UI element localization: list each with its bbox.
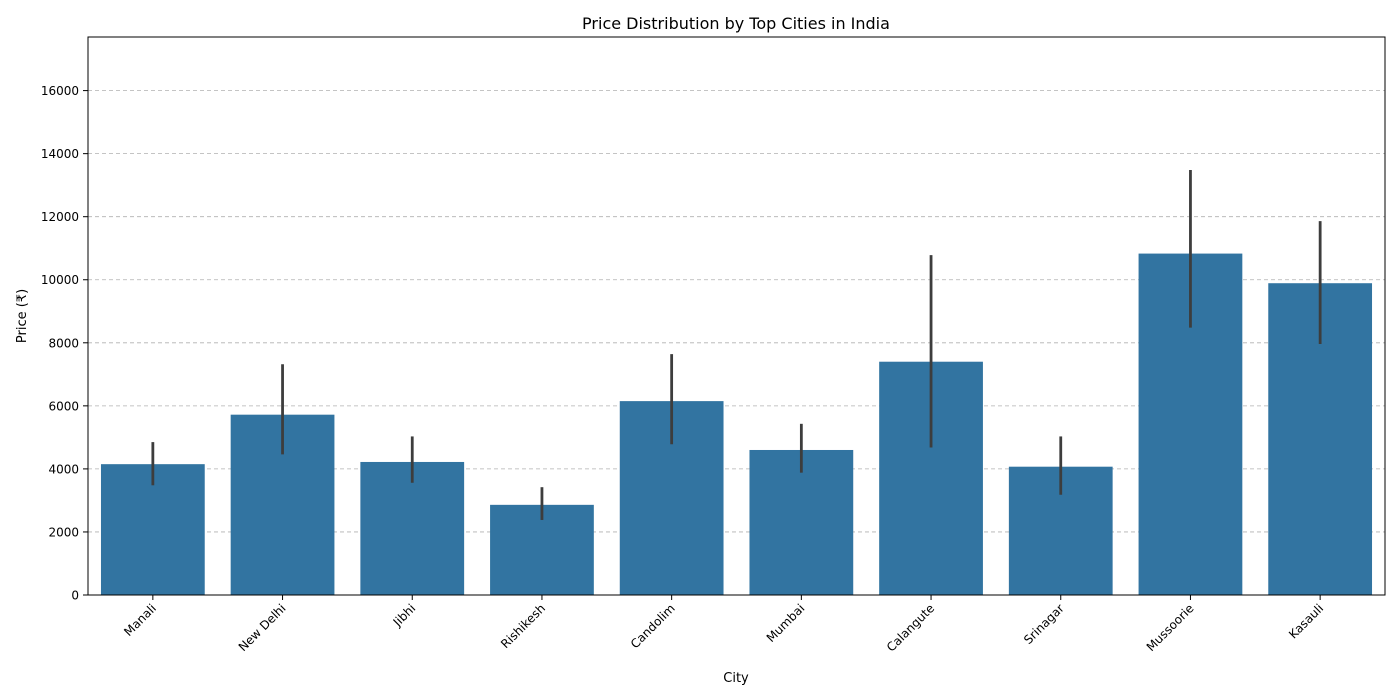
bar-manali: [100, 464, 205, 595]
y-tick-label: 14000: [41, 147, 79, 161]
bar-jibhi: [360, 461, 465, 595]
y-tick-label: 0: [71, 589, 79, 603]
x-axis-label: City: [723, 671, 749, 686]
y-axis-label: Price (₹): [15, 289, 30, 343]
axes-layer: [87, 36, 1386, 596]
bars-layer: [100, 253, 1373, 596]
x-tick-label: Jibhi: [390, 601, 419, 630]
x-tick-label: New Delhi: [236, 601, 289, 654]
x-tick-label: Candolim: [628, 601, 678, 651]
y-tick-label: 2000: [48, 525, 79, 539]
bar-mumbai: [749, 449, 854, 595]
x-tick-label: Manali: [121, 601, 159, 639]
plot-frame: [87, 36, 1386, 596]
y-tick-label: 16000: [41, 84, 79, 98]
x-tick-label: Mussoorie: [1144, 601, 1197, 654]
y-tick-label: 8000: [48, 336, 79, 350]
x-ticks: Manali New Delhi Jibhi Rishikesh Candolim Mum…: [121, 595, 1326, 654]
y-tick-label: 12000: [41, 210, 79, 224]
y-tick-label: 4000: [48, 462, 79, 476]
x-tick-label: Rishikesh: [498, 601, 548, 651]
y-tick-label: 6000: [48, 399, 79, 413]
errorbars-layer: [151, 170, 1322, 520]
chart-title: Price Distribution by Top Cities in Indi…: [582, 14, 890, 33]
x-tick-label: Srinagar: [1021, 601, 1067, 647]
y-tick-label: 10000: [41, 273, 79, 287]
x-tick-label: Mumbai: [764, 601, 808, 645]
x-tick-label: Calangute: [884, 601, 937, 654]
y-ticks: 0 2000 4000 6000 8000 10000 12000 14000 16000: [41, 84, 88, 603]
x-tick-label: Kasauli: [1286, 601, 1326, 641]
